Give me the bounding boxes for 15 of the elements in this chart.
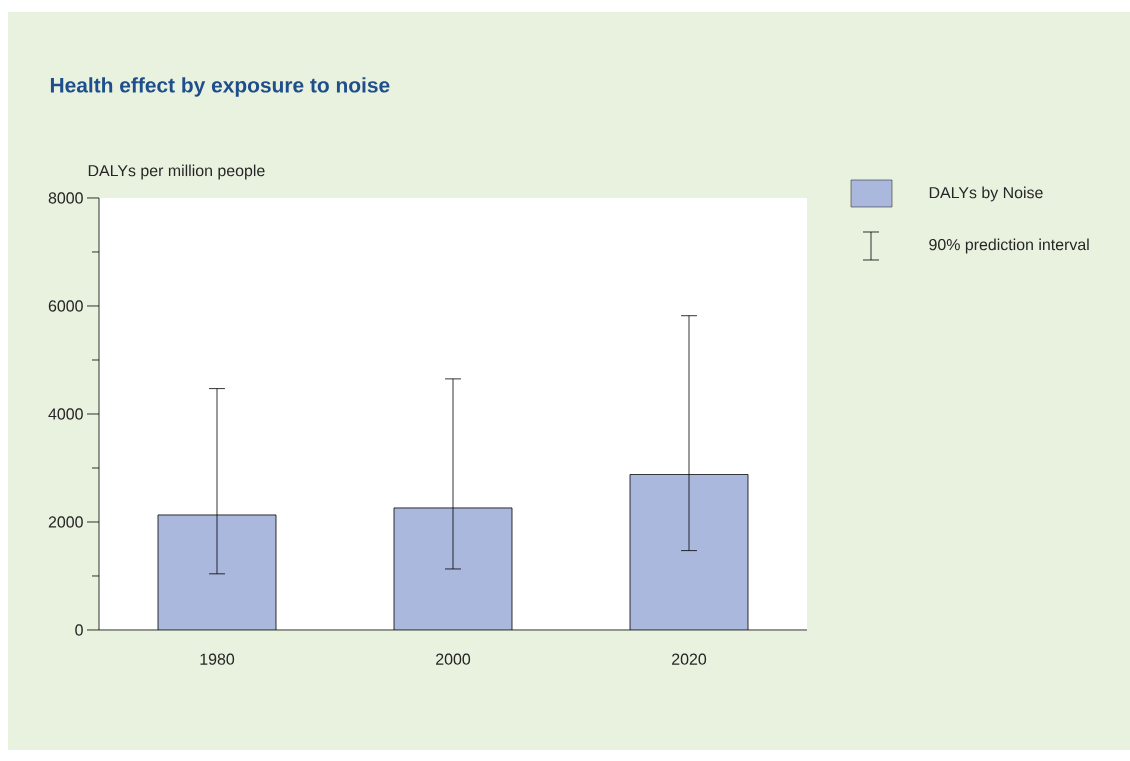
bar (629, 474, 749, 630)
y-tick-label: 6000 (48, 300, 83, 312)
bar (394, 507, 513, 630)
y-tick-label: 4000 (48, 408, 83, 420)
x-tick-label: 1980 (200, 653, 235, 665)
text: 90% prediction interval (929, 238, 1089, 254)
x-tick-label: 2020 (672, 653, 707, 665)
x-tick-label: 2000 (436, 653, 471, 665)
y-tick-label: 2000 (48, 516, 83, 528)
y-axis-title: DALYs per million people (88, 164, 265, 180)
chart-title: Health effect by exposure to noise (50, 77, 390, 97)
bar (158, 514, 277, 630)
y-tick-label: 0 (75, 624, 83, 636)
y-tick-label: 8000 (48, 192, 83, 204)
legend-label: DALYs by Noise (929, 186, 1043, 202)
